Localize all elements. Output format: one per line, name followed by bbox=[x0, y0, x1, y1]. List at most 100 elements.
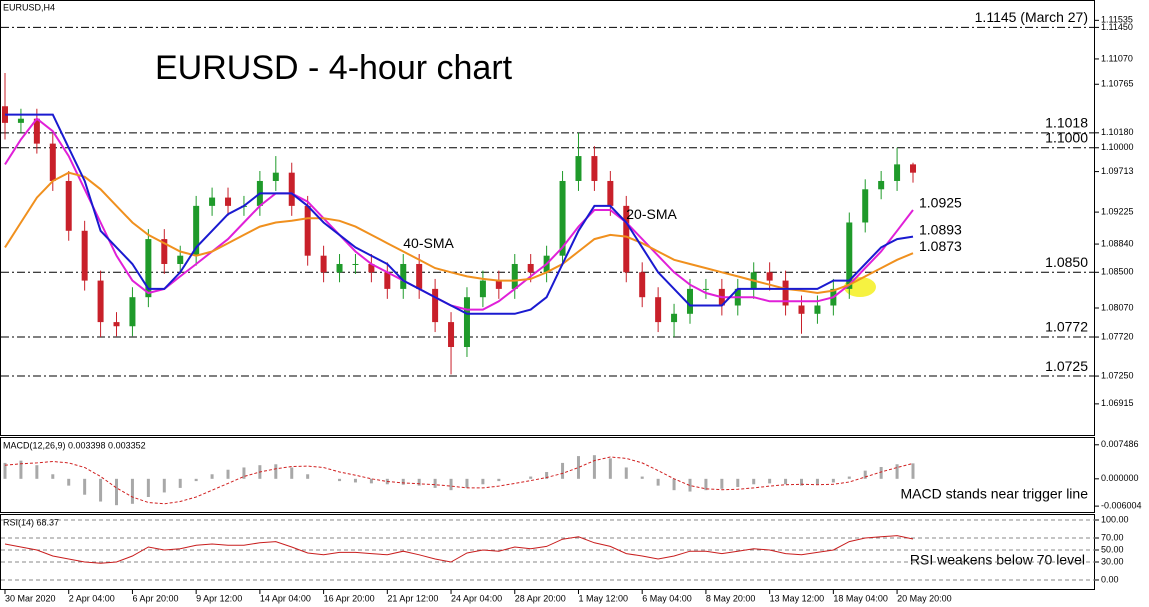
x-tick-label: 6 Apr 20:00 bbox=[132, 593, 178, 603]
y-tick-label: 1.06915 bbox=[1101, 398, 1134, 408]
y-tick-label: 1.10000 bbox=[1101, 142, 1134, 152]
candle-body bbox=[336, 263, 343, 273]
candle-body bbox=[671, 313, 678, 323]
candle-body bbox=[702, 288, 709, 290]
level-label: 1.1000 bbox=[1045, 129, 1088, 145]
x-tick-label: 14 Apr 04:00 bbox=[260, 593, 311, 603]
indicator-line bbox=[4, 117, 914, 311]
candle-body bbox=[432, 288, 439, 323]
rsi-line bbox=[4, 535, 914, 564]
candle-body bbox=[49, 143, 56, 181]
candle-body bbox=[463, 297, 470, 348]
candle-body bbox=[193, 205, 200, 256]
macd-annotation: MACD stands near trigger line bbox=[900, 486, 1088, 502]
candle-body bbox=[320, 255, 327, 273]
candle-body bbox=[33, 118, 40, 144]
candle-body bbox=[129, 297, 136, 327]
y-tick-label: 1.08070 bbox=[1101, 302, 1134, 312]
candle-body bbox=[81, 230, 88, 281]
level-label: 1.0725 bbox=[1045, 358, 1088, 374]
y-tick-label: 1.11450 bbox=[1101, 22, 1133, 32]
level-label: 1.1145 (March 27) bbox=[975, 9, 1088, 25]
candle-body bbox=[400, 263, 407, 289]
y-tick-label: 1.08840 bbox=[1101, 238, 1134, 248]
candle-body bbox=[145, 239, 152, 298]
candle-body bbox=[766, 272, 773, 281]
candle-body bbox=[607, 180, 614, 206]
y-tick-label: 0.000000 bbox=[1101, 473, 1139, 483]
candle-body bbox=[352, 263, 359, 265]
main-panel bbox=[0, 0, 1095, 436]
y-tick-label: 100.00 bbox=[1101, 514, 1129, 524]
candle-body bbox=[639, 272, 646, 298]
candle-body bbox=[177, 255, 184, 264]
end-label: 1.0873 bbox=[919, 238, 962, 254]
x-tick-label: 20 May 20:00 bbox=[897, 593, 952, 603]
candle-body bbox=[225, 197, 232, 206]
level-label: 1.0850 bbox=[1045, 254, 1088, 270]
x-tick-label: 28 Apr 20:00 bbox=[515, 593, 566, 603]
candle-body bbox=[782, 280, 789, 306]
x-tick-label: 6 May 04:00 bbox=[642, 593, 692, 603]
candle-body bbox=[686, 288, 693, 314]
candle-body bbox=[17, 118, 24, 123]
x-tick-label: 9 Apr 12:00 bbox=[196, 593, 242, 603]
end-label: 1.0925 bbox=[919, 195, 962, 211]
y-tick-label: 1.07250 bbox=[1101, 370, 1134, 380]
candle-body bbox=[655, 297, 662, 323]
x-tick-label: 2 Apr 04:00 bbox=[69, 593, 115, 603]
candle-body bbox=[304, 205, 311, 256]
candle-body bbox=[862, 189, 869, 223]
y-tick-label: 30.00 bbox=[1101, 556, 1124, 566]
indicator-line bbox=[4, 171, 914, 295]
y-tick-label: 1.10180 bbox=[1101, 127, 1134, 137]
y-tick-label: 70.00 bbox=[1101, 532, 1124, 542]
candle-body bbox=[814, 305, 821, 314]
candle-body bbox=[527, 263, 534, 273]
rsi-panel bbox=[0, 514, 1095, 590]
candle-body bbox=[591, 156, 598, 181]
x-tick-label: 1 May 12:00 bbox=[578, 593, 628, 603]
x-tick-label: 30 Mar 2020 bbox=[5, 593, 56, 603]
rsi-label: RSI(14) 68.37 bbox=[3, 517, 59, 527]
y-tick-label: 1.09713 bbox=[1101, 166, 1134, 176]
end-label: 1.0893 bbox=[919, 221, 962, 237]
candle-body bbox=[368, 263, 375, 273]
candle-body bbox=[448, 322, 455, 348]
candle-body bbox=[511, 263, 518, 289]
y-tick-label: 1.08500 bbox=[1101, 267, 1134, 277]
candle-body bbox=[623, 205, 630, 273]
y-tick-label: 0.007486 bbox=[1101, 439, 1139, 449]
candle-body bbox=[97, 280, 104, 323]
candle-body bbox=[479, 280, 486, 298]
x-tick-label: 13 May 12:00 bbox=[770, 593, 825, 603]
y-tick-label: 1.09225 bbox=[1101, 206, 1134, 216]
level-label: 1.1018 bbox=[1045, 115, 1088, 131]
candle-body bbox=[161, 239, 168, 264]
candle-body bbox=[288, 172, 295, 206]
x-tick-label: 24 Apr 04:00 bbox=[451, 593, 502, 603]
candle-body bbox=[894, 164, 901, 181]
candle-body bbox=[495, 280, 502, 289]
y-tick-label: 50.00 bbox=[1101, 544, 1124, 554]
x-tick-label: 21 Apr 12:00 bbox=[387, 593, 438, 603]
candle-body bbox=[575, 156, 582, 181]
candle-body bbox=[910, 164, 917, 173]
y-tick-label: 1.11535 bbox=[1101, 15, 1133, 25]
y-tick-label: 1.07720 bbox=[1101, 331, 1134, 341]
candle-body bbox=[113, 322, 120, 327]
x-tick-label: 18 May 04:00 bbox=[833, 593, 888, 603]
candle-body bbox=[798, 305, 805, 314]
candle-body bbox=[272, 172, 279, 181]
y-tick-label: -0.006004 bbox=[1101, 500, 1142, 510]
candle-body bbox=[65, 180, 72, 231]
y-tick-label: 1.10765 bbox=[1101, 79, 1134, 89]
indicator-line bbox=[5, 113, 914, 315]
candle-body bbox=[416, 263, 423, 289]
x-tick-label: 16 Apr 20:00 bbox=[324, 593, 375, 603]
rsi-annotation: RSI weakens below 70 level bbox=[910, 552, 1085, 568]
candle-body bbox=[559, 180, 566, 256]
symbol: EURUSD,H4 bbox=[3, 2, 55, 12]
candle-body bbox=[384, 272, 391, 289]
